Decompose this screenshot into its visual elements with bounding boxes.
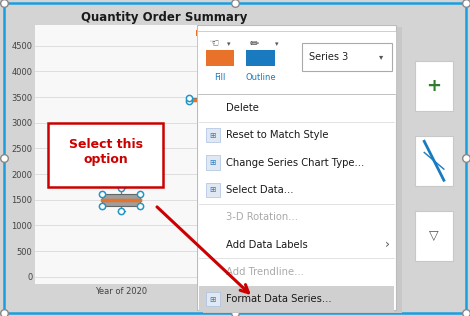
FancyBboxPatch shape xyxy=(246,50,275,65)
Bar xyxy=(102,194,141,206)
Text: Add Trendline...: Add Trendline... xyxy=(226,267,304,277)
FancyBboxPatch shape xyxy=(203,27,402,316)
Text: ›: › xyxy=(385,238,390,251)
Text: Change Series Chart Type...: Change Series Chart Type... xyxy=(226,158,364,167)
Text: ⊞: ⊞ xyxy=(210,185,216,194)
Text: Select this
option: Select this option xyxy=(69,138,143,166)
Text: ⊞: ⊞ xyxy=(210,131,216,140)
FancyBboxPatch shape xyxy=(415,211,453,261)
Text: +: + xyxy=(427,77,441,95)
FancyBboxPatch shape xyxy=(302,43,392,71)
Text: ▾: ▾ xyxy=(275,41,279,47)
FancyBboxPatch shape xyxy=(415,61,453,111)
FancyBboxPatch shape xyxy=(197,25,396,310)
Text: Add Data Labels: Add Data Labels xyxy=(226,240,308,250)
Bar xyxy=(188,98,227,101)
Bar xyxy=(196,30,273,35)
Text: ⊞: ⊞ xyxy=(210,295,216,304)
Bar xyxy=(205,183,220,197)
FancyBboxPatch shape xyxy=(415,136,453,186)
Text: ⊞: ⊞ xyxy=(210,158,216,167)
Bar xyxy=(205,292,220,307)
Text: ☜: ☜ xyxy=(209,38,219,51)
Text: 3-D Rotation...: 3-D Rotation... xyxy=(226,212,298,222)
FancyBboxPatch shape xyxy=(48,123,164,187)
Text: ▾: ▾ xyxy=(227,41,231,47)
Title: Quantity Order Summary: Quantity Order Summary xyxy=(81,11,248,24)
FancyBboxPatch shape xyxy=(197,31,396,94)
Text: Series 3: Series 3 xyxy=(309,52,348,62)
Text: Format Data Series...: Format Data Series... xyxy=(226,294,332,304)
Text: ✏: ✏ xyxy=(250,39,259,49)
Bar xyxy=(199,286,394,312)
Text: Outline: Outline xyxy=(245,73,276,82)
Text: ▾: ▾ xyxy=(379,52,384,61)
Bar xyxy=(205,155,220,170)
Text: Fill: Fill xyxy=(214,73,226,82)
Text: Delete: Delete xyxy=(226,103,259,113)
Bar xyxy=(205,128,220,143)
Text: ▽: ▽ xyxy=(429,229,439,242)
Text: Select Data...: Select Data... xyxy=(226,185,294,195)
FancyBboxPatch shape xyxy=(205,50,234,65)
Text: Reset to Match Style: Reset to Match Style xyxy=(226,130,329,140)
